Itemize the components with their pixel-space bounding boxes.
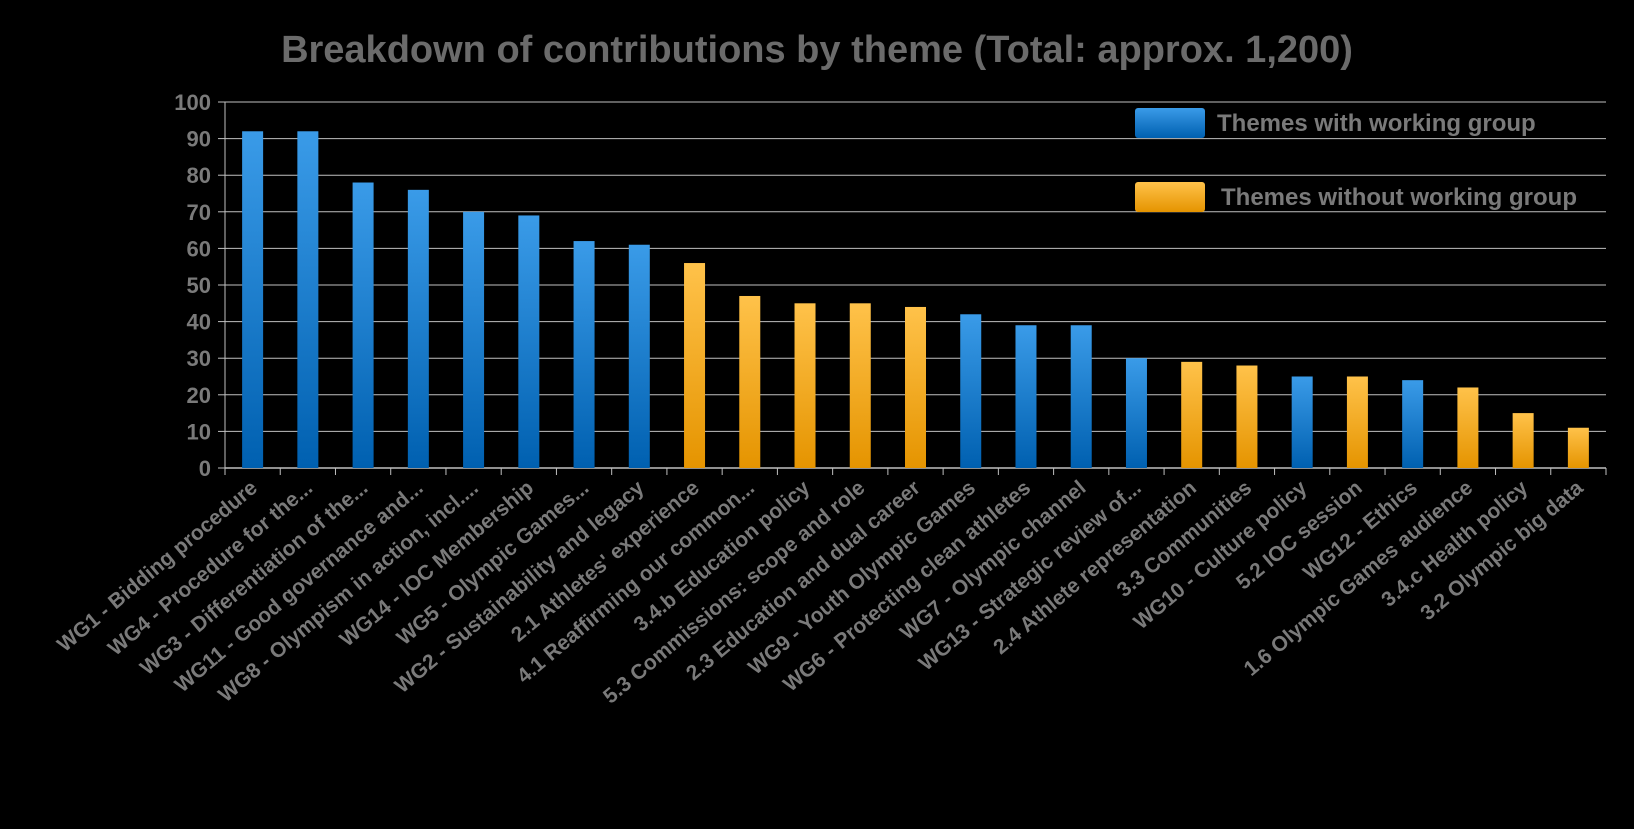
legend-swatch <box>1135 182 1205 212</box>
bar <box>1181 361 1203 468</box>
legend-label: Themes without working group <box>1221 184 1577 211</box>
bar <box>407 189 429 468</box>
bar <box>1070 325 1092 468</box>
bar <box>1236 365 1258 468</box>
y-tick-label: 90 <box>187 127 211 152</box>
bar <box>1346 376 1368 468</box>
bar <box>1125 358 1147 468</box>
bar <box>1457 387 1479 468</box>
bar <box>1512 413 1534 468</box>
y-tick-label: 40 <box>187 310 211 335</box>
bar <box>297 131 319 468</box>
bar <box>463 211 485 469</box>
chart-title: Breakdown of contributions by theme (Tot… <box>281 29 1353 71</box>
bar <box>628 244 650 468</box>
y-tick-label: 70 <box>187 200 211 225</box>
y-tick-label: 80 <box>187 163 211 188</box>
bar <box>1402 380 1424 468</box>
bar <box>739 295 761 468</box>
y-tick-label: 60 <box>187 236 211 261</box>
bar <box>905 306 926 468</box>
bar <box>849 303 871 468</box>
legend-swatch <box>1135 108 1205 138</box>
bar <box>684 263 706 468</box>
bar <box>794 303 816 468</box>
bar <box>1567 427 1589 468</box>
bar <box>518 215 540 468</box>
y-tick-label: 0 <box>199 456 211 481</box>
bar <box>573 241 595 468</box>
y-tick-label: 20 <box>187 383 211 408</box>
y-tick-label: 100 <box>174 90 211 115</box>
y-tick-label: 10 <box>187 419 211 444</box>
y-tick-label: 30 <box>187 346 211 371</box>
bar <box>1291 376 1313 468</box>
bar <box>352 182 374 468</box>
bar <box>242 131 264 468</box>
legend-label: Themes with working group <box>1217 110 1536 137</box>
bar <box>1015 325 1037 468</box>
y-tick-label: 50 <box>187 273 211 298</box>
bar <box>960 314 982 468</box>
